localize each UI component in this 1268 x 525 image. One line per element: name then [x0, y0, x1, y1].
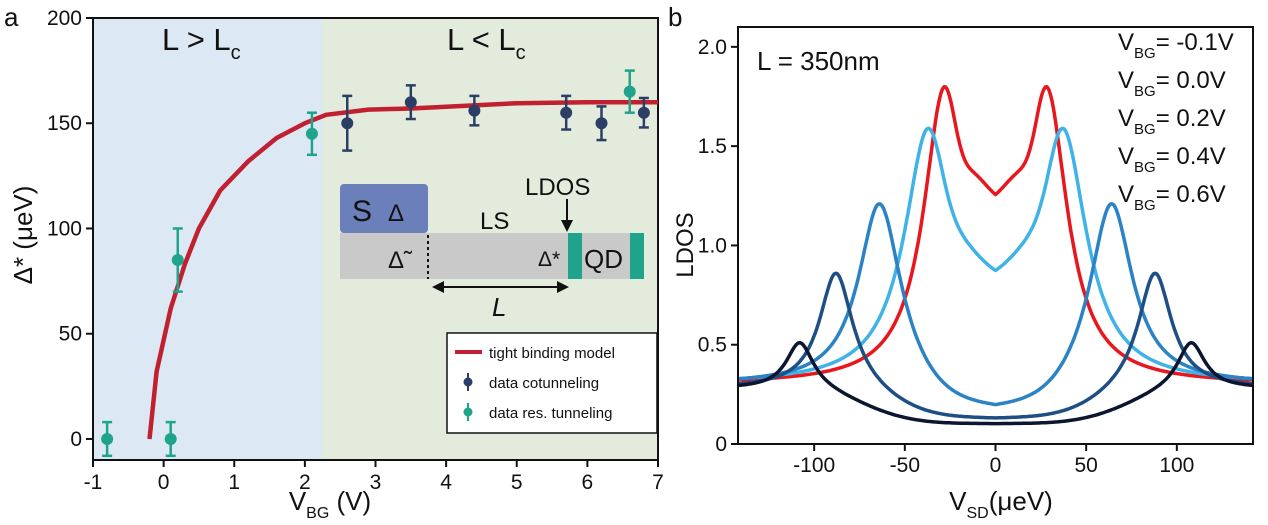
wire-segment: [340, 233, 572, 279]
panel-b-annotation: L = 350nm: [757, 46, 880, 76]
panel-a-ylabel: Δ* (μeV): [8, 186, 38, 285]
y-tick-label: 100: [47, 217, 82, 240]
length-label: L: [492, 292, 506, 322]
data-point: [595, 117, 608, 130]
x-tick-label: 5: [511, 471, 523, 494]
x-tick-label: 0: [158, 471, 170, 494]
x-tick-label: -1: [84, 471, 103, 494]
ldos-curve: [737, 202, 1254, 407]
y-tick-label: 50: [59, 323, 82, 346]
legend-entry: VBG= -0.1V: [1118, 29, 1234, 62]
legend-entry: VBG= 0.6V: [1118, 181, 1226, 214]
panel-a-xlabel: VBG (V): [289, 486, 371, 522]
marker-left: [568, 233, 582, 279]
x-tick-label: 6: [582, 471, 594, 494]
panel-b-plot: -100 -50 0 50 100 0 0.5 1.0 1.5 2.0: [698, 26, 1254, 477]
data-point: [101, 432, 114, 445]
data-point: [623, 85, 636, 98]
ldos-curve: [737, 126, 1254, 381]
y-tick-label: 0.5: [698, 334, 727, 357]
length-arrow-head-right: [557, 281, 569, 293]
data-point: [637, 106, 650, 119]
y-tick-label: 200: [47, 7, 82, 30]
qd-label: QD: [584, 244, 623, 274]
y-tick-label: 150: [47, 112, 82, 135]
ldos-arrow-head: [561, 220, 573, 232]
y-tick-label: 0: [715, 433, 727, 456]
qd-segment: [580, 233, 630, 279]
delta-label: Δ: [388, 200, 404, 227]
data-point: [468, 104, 481, 117]
legend-entry: VBG= 0.0V: [1118, 67, 1226, 100]
legend-entry: VBG= 0.4V: [1118, 143, 1226, 176]
panel-b: b -100 -50 0 50 100 0 0.5 1.0 1.5 2.0 L = 350nm V…: [668, 2, 1254, 522]
panel-a-letter: a: [4, 2, 19, 32]
s-label: S: [352, 195, 372, 228]
x-tick-label: 50: [1074, 454, 1097, 477]
legend-box: [446, 332, 658, 434]
delta-star-label: Δ*: [538, 248, 560, 271]
ldos-label: LDOS: [525, 174, 590, 201]
x-tick-label: 3: [370, 471, 382, 494]
region-l-greater-lc: [93, 18, 323, 460]
legend-entry: VBG= 0.2V: [1118, 105, 1226, 138]
data-point: [171, 254, 184, 267]
length-arrow-head-left: [432, 281, 444, 293]
model-curve: [147, 99, 658, 440]
region-left-label: L > Lc: [162, 22, 241, 64]
data-point: [560, 106, 573, 119]
inset-schematic: S Δ Δ̃ LS LDOS Δ* QD L: [340, 174, 644, 322]
region-right-label: L < Lc: [447, 22, 526, 64]
data-point: [404, 96, 417, 109]
x-tick-label: 4: [440, 471, 452, 494]
ldos-curve: [737, 340, 1254, 426]
legend-marker-cotunneling: [463, 377, 473, 387]
x-tick-label: -100: [793, 454, 835, 477]
x-tick-label: 7: [652, 471, 664, 494]
legend-marker-res-tunneling: [463, 407, 473, 417]
x-tick-label: 2: [299, 471, 311, 494]
data-point: [341, 117, 354, 130]
marker-right: [630, 233, 644, 279]
legend-label-cotunneling: data cotunneling: [489, 375, 599, 392]
y-tick-label: 1.0: [698, 234, 727, 257]
y-tick-label: 1.5: [698, 135, 727, 158]
superconductor-block: [340, 184, 428, 233]
panel-b-letter: b: [668, 2, 682, 32]
panel-b-legend: VBG= -0.1V VBG= 0.0V VBG= 0.2V VBG= 0.4V VBG…: [1118, 29, 1234, 214]
ldos-curve: [737, 85, 1254, 382]
panel-b-xlabel: VSD(μeV): [949, 486, 1053, 522]
y-tick-label: 2.0: [698, 36, 727, 59]
panel-b-ylabel: LDOS: [672, 212, 699, 277]
legend-label-res-tunneling: data res. tunneling: [489, 405, 612, 422]
ls-label: LS: [480, 208, 509, 235]
x-tick-label: -50: [890, 454, 920, 477]
ldos-curve: [737, 271, 1254, 420]
x-tick-label: 100: [1159, 454, 1194, 477]
data-point: [164, 432, 177, 445]
legend: tight binding model data cotunneling dat…: [446, 332, 658, 434]
x-tick-label: 1: [228, 471, 240, 494]
data-point: [305, 127, 318, 140]
y-tick-label: 0: [70, 428, 82, 451]
x-tick-label: 0: [990, 454, 1002, 477]
panel-a: a L > Lc L < Lc S Δ Δ̃ LS LDOS Δ* QD L: [4, 2, 664, 522]
legend-label-model: tight binding model: [489, 345, 615, 362]
